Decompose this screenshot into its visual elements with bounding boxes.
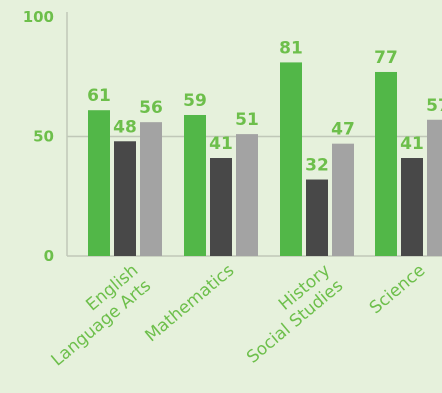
data-label: 41 [209,134,233,154]
category-label: Science [366,261,429,319]
category-label: HistorySocial Studies [230,260,347,367]
data-label: 47 [331,120,355,140]
data-label: 56 [139,98,163,118]
bar [401,158,423,256]
data-labels: 61 59 81 77 48 41 32 41 56 51 47 57 [87,38,442,175]
data-label: 81 [279,38,303,58]
bar [280,62,302,256]
data-label: 57 [426,96,442,116]
data-label: 41 [400,134,424,154]
bar [427,119,442,257]
data-label: 48 [113,117,137,137]
data-label: 77 [374,48,398,68]
data-label: 51 [235,110,259,130]
category-label-line: Science [366,261,429,319]
y-tick-label: 0 [44,247,54,265]
bar [184,114,206,257]
bar [332,143,354,256]
category-label: Mathematics [141,260,238,346]
y-axis-ticks: 0 50 100 [23,8,54,265]
data-label: 59 [183,91,207,111]
bar [210,158,232,256]
category-label-line: Mathematics [141,260,238,346]
bar [114,141,136,256]
bar [236,134,258,256]
bar [375,71,397,256]
data-label: 61 [87,86,111,106]
bar [306,179,328,256]
bar [88,110,110,257]
y-tick-label: 50 [33,128,54,146]
bars [88,62,442,257]
data-label: 32 [305,156,329,176]
bar [140,122,162,256]
y-tick-label: 100 [23,8,54,26]
category-label: EnglishLanguage Arts [35,260,155,370]
